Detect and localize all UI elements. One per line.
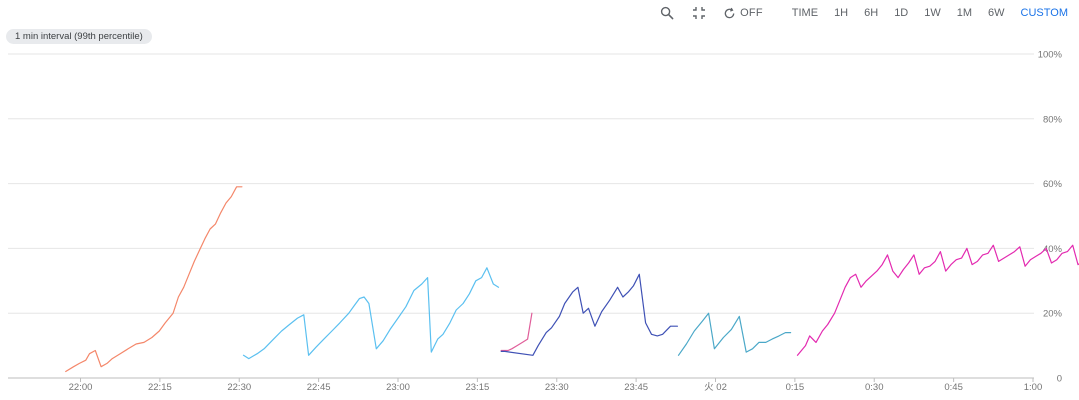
range-1m-button[interactable]: 1M [956, 7, 973, 19]
range-1h-button[interactable]: 1H [834, 7, 849, 19]
interval-chip[interactable]: 1 min interval (99th percentile) [6, 29, 152, 44]
chart-toolbar: OFF TIME 1H 6H 1D 1W 1M 6W CUSTOM [659, 4, 1079, 22]
grid [8, 53, 1034, 379]
collapse-icon[interactable] [691, 5, 707, 21]
y-axis: 100% 80% 60% 40% 20% 0 [1038, 50, 1063, 385]
y-tick-label: 80% [1043, 114, 1063, 125]
x-tick-label: 22:15 [148, 382, 172, 393]
x-tick-label: 22:00 [69, 382, 93, 393]
series-line-5 [677, 312, 792, 356]
range-6h-button[interactable]: 6H [864, 7, 879, 19]
series-line-6 [796, 244, 1079, 356]
range-custom-button[interactable]: CUSTOM [1020, 7, 1068, 19]
range-1w-button[interactable]: 1W [924, 7, 941, 19]
x-tick-label: 1:00 [1024, 382, 1043, 393]
series-line-2 [242, 267, 500, 360]
auto-refresh-toggle[interactable]: OFF [723, 7, 763, 20]
x-tick-label: 22:30 [227, 382, 251, 393]
y-tick-label: 60% [1043, 179, 1063, 190]
x-tick-label: 0:45 [944, 382, 963, 393]
series-line-4 [500, 273, 679, 356]
time-range-buttons: TIME 1H 6H 1D 1W 1M 6W CUSTOM [783, 7, 1075, 19]
series-line-3 [500, 312, 533, 352]
x-tick-label: 23:45 [624, 382, 648, 393]
range-6w-button[interactable]: 6W [988, 7, 1005, 19]
y-tick-label: 0 [1057, 374, 1062, 385]
x-tick-label: 0:15 [786, 382, 805, 393]
x-tick-label: 0:30 [865, 382, 884, 393]
refresh-icon [724, 7, 735, 18]
x-tick-label: 23:15 [465, 382, 489, 393]
range-1d-button[interactable]: 1D [894, 7, 909, 19]
x-tick-label: 23:00 [386, 382, 410, 393]
x-tick-label: 23:30 [545, 382, 569, 393]
auto-refresh-label: OFF [740, 7, 763, 19]
y-tick-label: 40% [1043, 244, 1063, 255]
y-tick-label: 20% [1043, 309, 1063, 320]
x-tick-label: 火 02 [704, 382, 727, 393]
y-tick-label: 100% [1038, 50, 1063, 61]
search-icon[interactable] [659, 5, 675, 21]
series-group [65, 186, 1079, 373]
range-time-button[interactable]: TIME [791, 7, 819, 19]
series-line-1 [65, 186, 243, 373]
x-tick-label: 22:45 [307, 382, 331, 393]
x-axis: 22:00 22:15 22:30 22:45 23:00 23:15 23:30 23:45… [69, 378, 1043, 393]
